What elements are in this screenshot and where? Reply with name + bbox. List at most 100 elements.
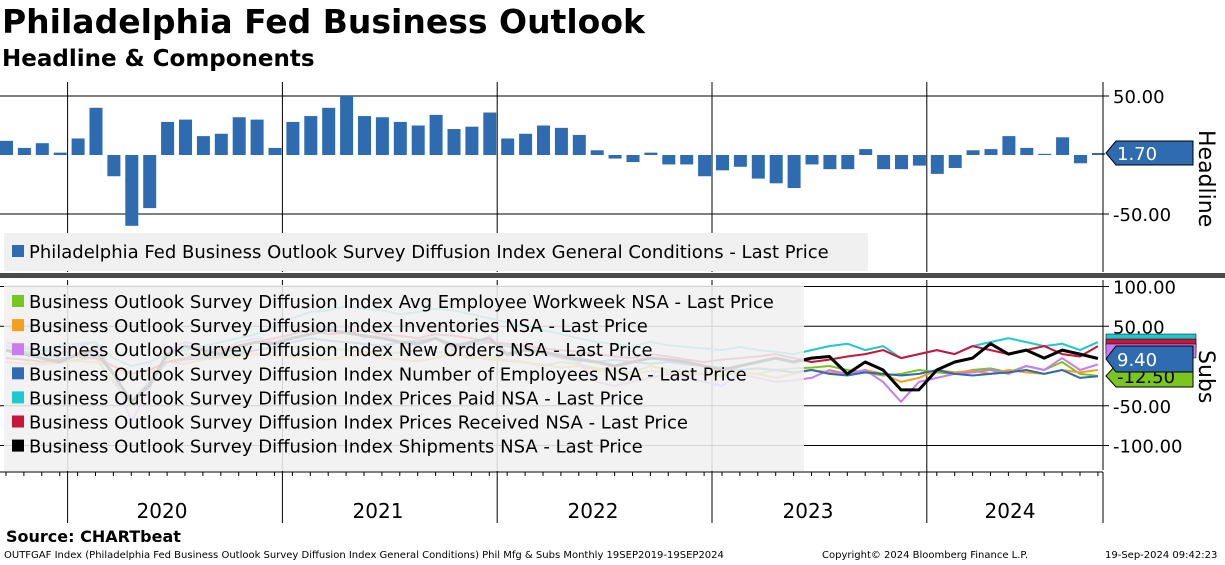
subs-legend-swatch — [12, 367, 24, 380]
headline-bar — [859, 149, 873, 155]
headline-bar — [912, 155, 926, 166]
headline-bar — [554, 127, 568, 155]
headline-bar — [429, 114, 443, 155]
headline-bar — [537, 125, 550, 155]
subs-legend-swatch — [12, 343, 24, 356]
headline-bar — [483, 112, 497, 155]
headline-bar — [751, 155, 765, 179]
subs-legend-label: Business Outlook Survey Diffusion Index … — [29, 388, 644, 409]
headline-bar — [733, 155, 747, 167]
headline-bar — [930, 155, 944, 174]
headline-bar — [984, 149, 998, 155]
headline-bar — [519, 133, 533, 155]
subs-legend-swatch — [12, 415, 24, 428]
subs-last-value-tag — [1105, 345, 1194, 373]
subs-tick-label: 50.00 — [1113, 317, 1165, 338]
headline-bar — [286, 121, 300, 155]
subs-tick-label: -50.00 — [1113, 397, 1171, 418]
headline-bar — [590, 150, 604, 155]
headline-bar — [1074, 155, 1087, 164]
headline-bar — [1056, 137, 1070, 155]
subs-legend-label: Business Outlook Survey Diffusion Index … — [29, 413, 688, 434]
x-tick-label: 2021 — [353, 499, 404, 523]
headline-bar — [196, 136, 210, 155]
headline-bar — [465, 126, 479, 155]
headline-bar — [393, 121, 407, 155]
footer-copyright: Copyright© 2024 Bloomberg Finance L.P. — [822, 550, 1029, 561]
headline-bar — [53, 152, 67, 155]
x-tick-label: 2022 — [568, 499, 619, 523]
headline-bar — [17, 147, 31, 155]
subs-legend-label: Business Outlook Survey Diffusion Index … — [29, 292, 774, 313]
headline-bar — [107, 155, 121, 177]
page-subtitle: Headline & Components — [2, 46, 315, 72]
headline-tick-label: 50.00 — [1113, 87, 1165, 108]
headline-bar — [823, 155, 837, 170]
headline-bar — [662, 155, 676, 165]
headline-tick-label: -50.00 — [1113, 205, 1171, 226]
subs-legend-swatch — [12, 295, 24, 307]
headline-bar — [895, 155, 908, 170]
headline-bar — [698, 155, 712, 177]
headline-bar — [1002, 136, 1016, 155]
footer-index-description: OUTFGAF Index (Philadelphia Fed Business… — [4, 550, 724, 561]
headline-bar — [340, 96, 354, 155]
headline-bar — [644, 152, 658, 155]
headline-bar — [948, 155, 962, 168]
headline-bar — [0, 140, 13, 155]
headline-bar — [716, 155, 729, 171]
headline-bar — [304, 116, 318, 155]
headline-last-value-label: 1.70 — [1117, 144, 1157, 165]
headline-bar — [447, 129, 461, 155]
headline-bar — [608, 155, 622, 159]
headline-bar — [1091, 152, 1105, 155]
subs-tick-label: 100.00 — [1113, 278, 1176, 299]
subs-legend-swatch — [12, 319, 24, 332]
headline-last-value-tag — [1105, 140, 1194, 166]
headline-legend-swatch — [12, 245, 24, 257]
headline-bar — [358, 116, 371, 155]
subs-legend-label: Business Outlook Survey Diffusion Index … — [29, 340, 653, 361]
headline-bar — [805, 155, 819, 165]
panel-divider — [0, 273, 1225, 278]
source-label: Source: CHARTbeat — [6, 527, 181, 546]
subs-legend-swatch — [12, 391, 24, 404]
headline-bar — [250, 119, 264, 155]
headline-legend-box — [4, 233, 868, 271]
subs-legend-swatch — [12, 439, 24, 452]
x-tick-label: 2023 — [783, 499, 834, 523]
headline-bar — [322, 107, 336, 155]
headline-bar — [626, 155, 640, 163]
subs-tick-label: -100.00 — [1113, 437, 1182, 458]
headline-bar — [161, 121, 175, 155]
headline-bar — [411, 125, 425, 155]
headline-bar — [769, 155, 783, 184]
subs-last-value-label: 9.40 — [1117, 350, 1157, 371]
headline-bar — [1020, 147, 1034, 155]
headline-bar — [71, 138, 85, 155]
headline-bar — [89, 107, 103, 155]
headline-bar — [35, 143, 49, 155]
page-title: Philadelphia Fed Business Outlook — [2, 2, 645, 41]
headline-panel-label: Headline — [1193, 130, 1218, 227]
subs-legend-label: Business Outlook Survey Diffusion Index … — [29, 316, 648, 337]
subs-panel-label: Subs — [1193, 350, 1218, 403]
x-tick-label: 2024 — [985, 499, 1036, 523]
headline-bar — [841, 155, 855, 170]
headline-bar — [125, 155, 139, 226]
footer-timestamp: 19-Sep-2024 09:42:23 — [1105, 550, 1218, 561]
x-tick-label: 2020 — [137, 499, 188, 523]
headline-bar — [214, 133, 228, 155]
headline-bar — [268, 147, 282, 155]
headline-bar — [1038, 153, 1052, 155]
headline-bar — [375, 117, 389, 155]
headline-bar — [501, 138, 515, 155]
headline-bar — [680, 155, 694, 165]
headline-bar — [877, 155, 891, 170]
headline-bar — [232, 117, 246, 155]
headline-bar — [572, 134, 586, 155]
headline-bar — [179, 119, 192, 155]
subs-legend-label: Business Outlook Survey Diffusion Index … — [29, 437, 643, 458]
headline-legend-label: Philadelphia Fed Business Outlook Survey… — [29, 242, 829, 263]
